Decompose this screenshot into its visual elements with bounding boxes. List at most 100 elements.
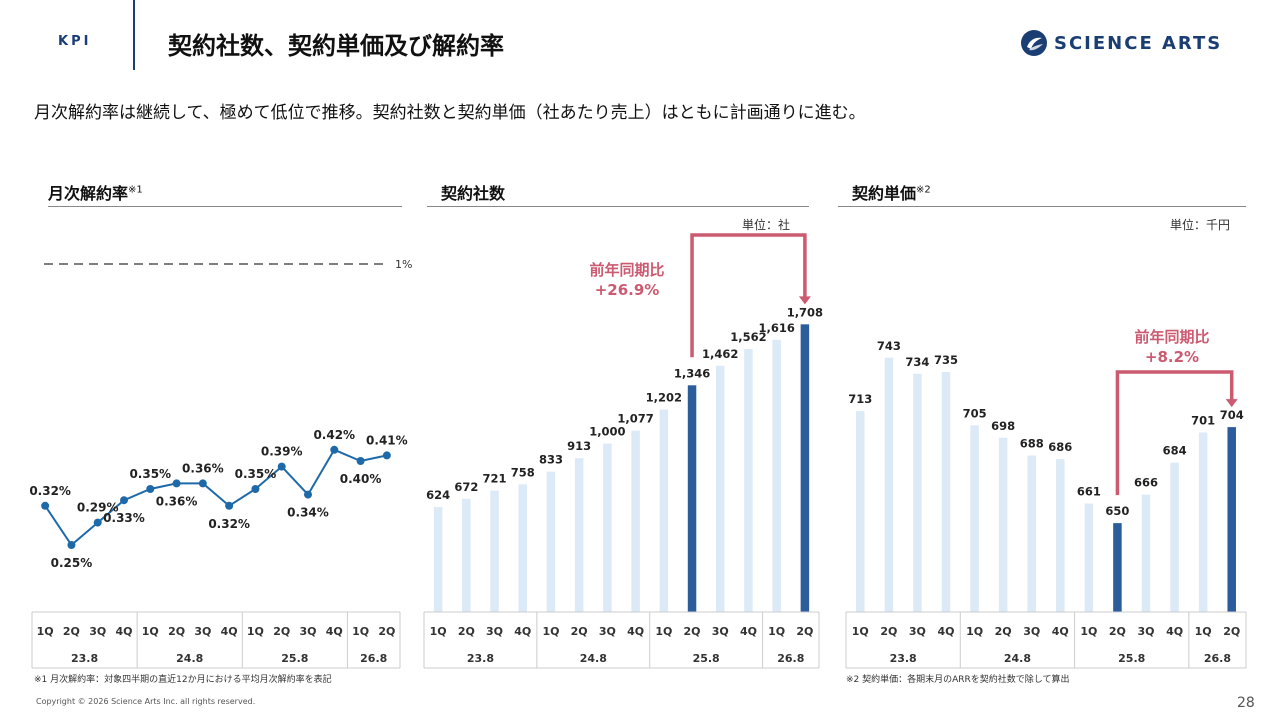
count-category-label: 3Q [712, 625, 729, 638]
price-bar-label: 684 [1163, 444, 1187, 458]
churn-data-point [304, 490, 312, 499]
count-bar-label: 833 [539, 453, 563, 467]
churn-data-point [277, 462, 286, 471]
churn-category-label: 1Q [142, 625, 159, 638]
price-bar [998, 437, 1008, 612]
count-bar [716, 365, 725, 612]
count-period-label: 24.8 [580, 652, 607, 665]
count-bar [574, 458, 584, 612]
churn-title-text: 月次解約率 [48, 184, 129, 203]
count-category-label: 1Q [430, 625, 447, 638]
price-period-label: 26.8 [1204, 652, 1231, 665]
price-category-label: 1Q [966, 625, 983, 638]
churn-category-label: 2Q [168, 625, 185, 638]
churn-category-label: 4Q [221, 625, 238, 638]
count-bar [462, 498, 471, 612]
churn-note-mark: ※1 [128, 184, 143, 196]
price-unit-label: 単位：千円 [1170, 218, 1231, 232]
count-bar-label: 1,000 [589, 425, 625, 439]
churn-line-chart: 1% 0.32% 0.25% 0.29%0.33% 0.35% 0.36% 0.36% 0.3… [29, 258, 412, 669]
price-category-label: 1Q [852, 625, 869, 638]
churn-title-rule [48, 206, 402, 207]
price-bar-label: 713 [848, 392, 872, 406]
churn-data-point [330, 445, 339, 454]
logo-mark-icon [1021, 30, 1047, 56]
price-bar-label: 705 [963, 406, 987, 420]
count-category-label: 4Q [740, 625, 757, 638]
price-bar-label: 661 [1077, 485, 1101, 499]
count-bar [659, 409, 669, 612]
churn-data-point [251, 485, 260, 493]
churn-category-label: 2Q [378, 625, 395, 638]
count-category-label: 1Q [542, 625, 559, 638]
price-bar-label: 701 [1191, 413, 1215, 427]
churn-data-label: 0.39% [261, 445, 303, 459]
price-bar-label: 734 [905, 355, 929, 369]
count-bar-label: 1,562 [730, 330, 766, 344]
churn-data-label: 0.32% [29, 484, 71, 498]
price-bar-label: 666 [1134, 476, 1158, 490]
churn-data-label: 0.33% [103, 511, 145, 525]
price-bar-label: 704 [1220, 408, 1244, 422]
churn-data-label: 0.41% [366, 433, 408, 447]
count-bar-label: 1,462 [702, 347, 738, 361]
count-bar-label: 721 [483, 472, 507, 486]
page-number: 28 [1237, 695, 1255, 711]
count-category-label: 2Q [796, 625, 813, 638]
churn-data-point [67, 541, 76, 549]
count-yoy-label: 前年同期比 [589, 261, 664, 279]
churn-category-label: 2Q [273, 625, 290, 638]
count-bar [744, 348, 753, 612]
churn-data-point [41, 501, 50, 510]
churn-category-label: 1Q [352, 625, 369, 638]
price-bar [1056, 459, 1065, 612]
price-bar-label: 735 [934, 353, 958, 367]
price-title-text: 契約単価 [852, 184, 917, 203]
count-bar-label: 1,616 [758, 321, 794, 335]
count-unit-label: 単位：社 [742, 218, 791, 232]
price-bar-label: 650 [1105, 504, 1129, 518]
churn-data-point [382, 451, 391, 460]
count-yoy-value: +26.9% [595, 281, 660, 299]
count-category-label: 4Q [627, 625, 644, 638]
churn-period-label: 25.8 [281, 652, 308, 665]
churn-category-label: 2Q [63, 625, 80, 638]
count-bar-label: 1,202 [646, 391, 682, 405]
count-bar [631, 430, 640, 612]
count-bar [490, 490, 499, 612]
churn-panel-title: 月次解約率※1 [48, 180, 143, 204]
price-bar [1198, 432, 1208, 612]
count-bar-label: 624 [426, 488, 450, 502]
count-bar [603, 443, 612, 612]
churn-data-label: 0.36% [156, 494, 198, 508]
churn-period-label: 24.8 [176, 652, 203, 665]
company-logo: SCIENCE ARTS [1020, 28, 1222, 58]
churn-category-label: 1Q [247, 625, 264, 638]
churn-data-point [146, 485, 155, 493]
section-label: KPI [58, 34, 92, 49]
price-bar-label: 686 [1048, 440, 1072, 454]
count-bar-label: 913 [567, 439, 591, 453]
price-category-label: 3Q [909, 625, 926, 638]
count-bar [687, 385, 697, 612]
churn-data-point [356, 457, 365, 465]
page-subtitle: 月次解約率は継続して、極めて低位で推移。契約社数と契約単価（社あたり売上）はとも… [34, 103, 866, 123]
churn-data-point [198, 479, 207, 488]
price-bar [1027, 455, 1036, 612]
churn-category-label: 3Q [194, 625, 211, 638]
count-category-label: 4Q [514, 625, 531, 638]
price-category-label: 4Q [1052, 625, 1069, 638]
price-bar [970, 425, 979, 612]
price-bar-chart: 713 743 734 735 705 698 688 686 661 650 666 684 701 7… [845, 328, 1247, 669]
price-bar-label: 688 [1020, 437, 1044, 451]
churn-category-label: 4Q [115, 625, 132, 638]
price-bar [913, 373, 922, 612]
churn-category-label: 1Q [37, 625, 54, 638]
count-bar [433, 506, 443, 612]
count-yoy-arrowhead [798, 296, 811, 305]
price-bar [1113, 523, 1122, 612]
price-period-label: 23.8 [890, 652, 917, 665]
price-category-label: 2Q [995, 625, 1012, 638]
count-bar-label: 758 [511, 465, 535, 479]
